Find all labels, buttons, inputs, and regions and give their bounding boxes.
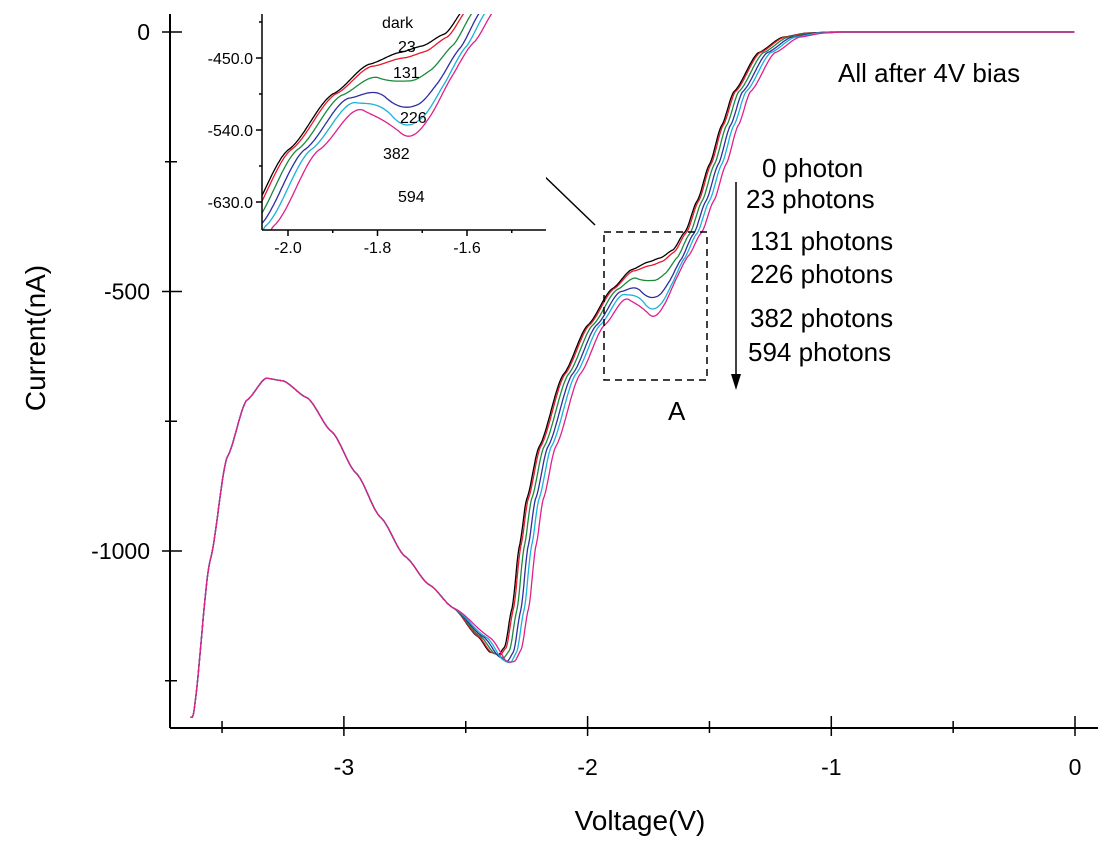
photon-labels: 0 photon 23 photons 131 photons 226 phot…	[746, 153, 893, 367]
x-axis-label: Voltage(V)	[575, 805, 706, 836]
bias-note: All after 4V bias	[838, 58, 1020, 88]
inset-x-tick-label: -2.0	[274, 240, 302, 257]
series-line-5	[190, 31, 1075, 718]
inset-series-line-1	[262, 14, 465, 203]
inset-curve-label: dark	[382, 15, 414, 32]
photon-label: 382 photons	[750, 303, 893, 333]
inset-y-tick-label: -630.0	[208, 195, 253, 212]
main-curves	[190, 31, 1075, 718]
photon-label: 594 photons	[748, 337, 891, 367]
y-tick-label: 0	[137, 19, 150, 45]
inset-curve-label: 226	[400, 110, 427, 127]
photon-label: 131 photons	[750, 226, 893, 256]
zoom-box-a	[603, 231, 708, 381]
inset-curve-label: 131	[393, 65, 420, 82]
photon-label: 0 photon	[762, 153, 863, 183]
inset-series-line-3	[262, 14, 480, 225]
y-tick-label: -1000	[91, 538, 150, 564]
inset-curve-label: 23	[398, 39, 416, 56]
y-axis-label: Current(nA)	[20, 265, 51, 411]
inset-y-tick-label: -540.0	[208, 123, 253, 140]
inset-ticks: -2.0 -1.8 -1.6 -450.0 -540.0 -630.0	[208, 21, 513, 257]
inset-series-line-4	[262, 14, 486, 230]
zoom-box-label: A	[668, 396, 686, 426]
inset-x-tick-label: -1.8	[364, 240, 392, 257]
inset-curve-label: 382	[383, 146, 410, 163]
photon-label: 23 photons	[746, 184, 875, 214]
inset-y-tick-label: -450.0	[208, 51, 253, 68]
x-tick-label: -2	[577, 754, 597, 780]
x-tick-label: 0	[1069, 754, 1082, 780]
inset-curves	[262, 14, 493, 230]
inset-series-line-2	[262, 14, 473, 215]
inset-plot: -2.0 -1.8 -1.6 -450.0 -540.0 -630.0 dark 23 1…	[208, 14, 546, 257]
inset-curve-label: 594	[398, 189, 425, 206]
x-tick-label: -3	[334, 754, 354, 780]
inset-x-tick-label: -1.6	[453, 240, 481, 257]
x-tick-label: -1	[821, 754, 841, 780]
photon-label: 226 photons	[750, 259, 893, 289]
inset-series-line-0	[262, 14, 461, 198]
inset-curve-labels: dark 23 131 226 382 594	[382, 15, 427, 206]
inset-background	[262, 14, 546, 230]
main-ticks: -3 -2 -1 0 0 -500 -1000	[91, 19, 1081, 780]
inset-series-line-5	[270, 14, 493, 230]
increase-arrow-head	[731, 374, 741, 390]
main-axes	[169, 14, 1098, 729]
y-tick-label: -500	[104, 279, 150, 305]
